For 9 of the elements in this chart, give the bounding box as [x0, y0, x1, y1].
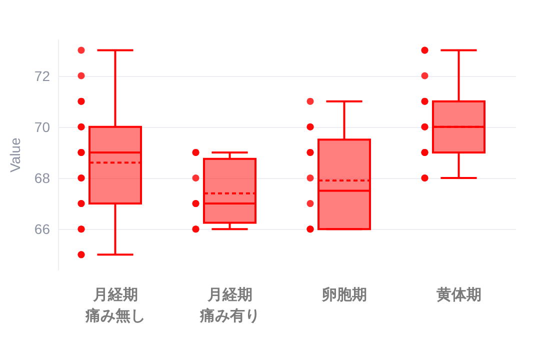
x-tick-label: 月経期痛み無し [84, 286, 146, 324]
y-tick-label: 70 [34, 118, 50, 135]
y-tick-label: 66 [34, 221, 50, 238]
y-tick-label: 72 [34, 68, 50, 84]
x-tick-label: 卵胞期 [320, 286, 367, 304]
x-tick-label: 月経期痛み有り [198, 286, 260, 324]
y-axis-title: Value [7, 137, 23, 172]
y-tick-label: 68 [34, 170, 50, 186]
x-tick-label: 黄体期 [435, 286, 482, 304]
